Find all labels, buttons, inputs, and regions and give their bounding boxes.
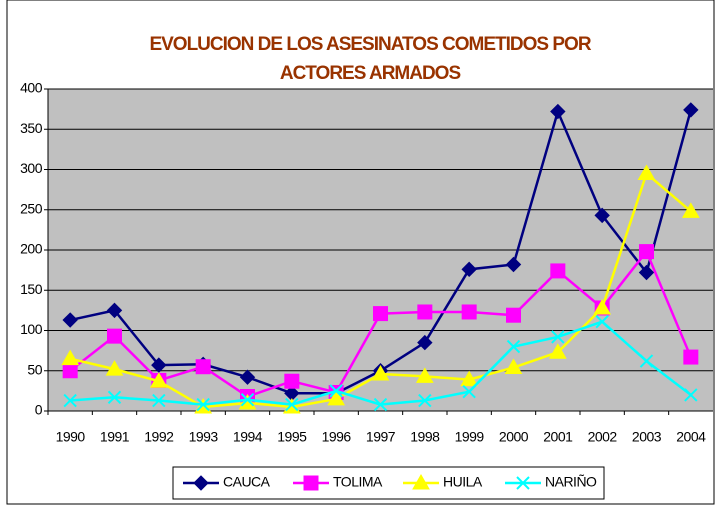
x-tick-label: 1993	[189, 429, 219, 445]
marker	[107, 328, 122, 344]
marker	[593, 298, 612, 315]
marker	[639, 354, 654, 368]
chart-title: ACTORES ARMADOS	[280, 63, 461, 84]
marker	[683, 349, 699, 365]
marker	[373, 306, 388, 322]
marker	[285, 397, 299, 412]
marker	[195, 359, 211, 375]
marker	[238, 393, 257, 410]
marker	[637, 164, 656, 181]
marker	[107, 390, 122, 405]
marker	[504, 358, 523, 375]
x-tick-label: 2001	[543, 429, 573, 445]
marker	[284, 373, 300, 389]
marker	[196, 397, 210, 412]
x-tick-label: 1998	[410, 429, 440, 445]
marker	[61, 349, 80, 366]
marker	[329, 384, 343, 398]
marker	[62, 312, 78, 328]
marker	[149, 372, 168, 388]
y-tick-label: 250	[20, 200, 43, 216]
marker	[63, 393, 77, 408]
x-tick-label: 1999	[455, 429, 485, 445]
marker	[327, 389, 346, 406]
marker	[462, 384, 476, 399]
marker	[516, 476, 530, 490]
marker	[193, 475, 209, 491]
marker	[417, 304, 433, 320]
y-tick-label: 0	[35, 402, 43, 418]
x-tick-label: 1990	[56, 429, 86, 445]
marker	[418, 393, 432, 408]
marker	[151, 357, 167, 373]
legend-label: HUILA	[443, 474, 483, 490]
marker	[639, 244, 654, 260]
x-tick-label: 2002	[588, 429, 618, 445]
marker	[548, 343, 567, 359]
legend-label: NARIÑO	[545, 474, 597, 490]
marker	[373, 397, 388, 412]
x-tick-label: 1994	[233, 429, 263, 445]
x-tick-label: 1992	[144, 429, 174, 445]
marker	[461, 261, 477, 278]
y-tick-label: 200	[20, 241, 43, 257]
marker	[417, 334, 433, 351]
marker	[461, 304, 477, 320]
marker	[681, 202, 700, 218]
marker	[240, 393, 255, 407]
x-tick-label: 1997	[366, 429, 396, 445]
marker	[303, 475, 319, 491]
chart-title: EVOLUCION DE LOS ASESINATOS COMETIDOS PO…	[149, 34, 591, 55]
marker	[638, 264, 655, 281]
marker	[460, 370, 479, 387]
x-tick-label: 2000	[499, 429, 529, 445]
marker	[105, 360, 124, 376]
x-tick-label: 1995	[277, 429, 307, 445]
x-tick-label: 2004	[676, 429, 706, 445]
marker	[550, 263, 566, 279]
marker	[505, 256, 522, 273]
marker	[239, 369, 256, 385]
legend-label: TOLIMA	[333, 474, 383, 490]
legend-label: CAUCA	[223, 474, 271, 490]
marker	[506, 339, 521, 354]
marker	[415, 367, 434, 383]
y-tick-label: 50	[27, 361, 42, 377]
marker	[152, 393, 166, 408]
marker	[594, 207, 610, 224]
marker	[106, 302, 123, 319]
marker	[550, 103, 566, 120]
x-tick-label: 1996	[322, 429, 352, 445]
y-tick-label: 150	[20, 281, 43, 297]
marker	[412, 473, 430, 490]
marker	[551, 330, 565, 344]
marker	[683, 102, 699, 118]
x-tick-label: 2003	[632, 429, 662, 445]
y-tick-label: 400	[20, 80, 43, 96]
y-tick-label: 100	[20, 321, 43, 337]
y-tick-label: 300	[20, 160, 43, 176]
marker	[595, 314, 609, 329]
x-tick-label: 1991	[100, 429, 130, 445]
marker	[684, 388, 698, 402]
marker	[62, 363, 78, 379]
marker	[506, 307, 521, 323]
y-tick-label: 350	[20, 120, 43, 136]
marker	[371, 364, 390, 381]
